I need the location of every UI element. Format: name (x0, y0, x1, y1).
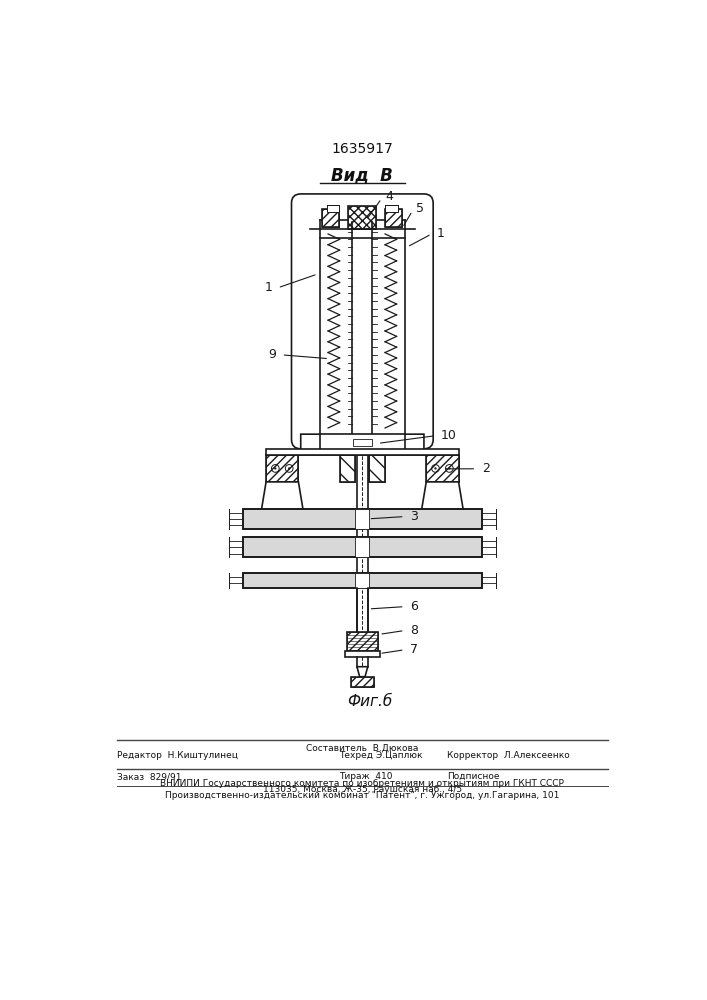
Text: 6: 6 (410, 600, 418, 613)
Text: Вид  В: Вид В (332, 166, 393, 184)
Bar (320, 434, 404, 451)
Text: Корректор  Л.Алексеенко: Корректор Л.Алексеенко (447, 751, 570, 760)
Polygon shape (374, 434, 424, 451)
Polygon shape (260, 482, 305, 519)
Bar (356, 509, 369, 529)
Bar (426, 455, 459, 482)
Text: 9: 9 (268, 348, 276, 361)
Polygon shape (357, 667, 368, 677)
Bar (385, 209, 402, 227)
Bar (243, 537, 481, 557)
Bar (351, 677, 374, 687)
Text: 4: 4 (385, 190, 393, 204)
Text: Редактор  Н.Киштулинец: Редактор Н.Киштулинец (117, 751, 238, 760)
Bar (243, 573, 481, 588)
Bar (369, 455, 385, 482)
FancyBboxPatch shape (291, 194, 433, 449)
Text: 1: 1 (265, 281, 273, 294)
Text: 2: 2 (481, 462, 489, 475)
Circle shape (288, 467, 291, 470)
Polygon shape (420, 482, 464, 519)
Bar (385, 209, 402, 227)
Bar (266, 455, 298, 482)
Polygon shape (300, 434, 351, 451)
Bar (266, 449, 459, 455)
Bar (347, 632, 378, 651)
Text: 8: 8 (410, 624, 418, 637)
Bar (356, 537, 369, 557)
Text: 5: 5 (416, 202, 424, 215)
Bar (344, 651, 380, 657)
Bar (322, 209, 339, 227)
Bar (340, 455, 356, 482)
Circle shape (274, 467, 276, 470)
Bar (349, 206, 376, 229)
Text: 1: 1 (436, 227, 444, 240)
Bar (243, 509, 481, 529)
Bar (356, 573, 369, 588)
Bar (243, 509, 481, 529)
Bar (243, 573, 481, 588)
Text: Тираж  410: Тираж 410 (339, 772, 392, 781)
Circle shape (448, 467, 450, 470)
Text: 7: 7 (410, 643, 418, 656)
Bar (322, 209, 339, 227)
Text: Составитель  В.Дюкова: Составитель В.Дюкова (306, 744, 419, 753)
Text: 113035, Москва, Ж-35, Раушская наб., 4/5: 113035, Москва, Ж-35, Раушская наб., 4/5 (263, 785, 462, 794)
Text: 1635917: 1635917 (332, 142, 393, 156)
Bar (266, 455, 298, 482)
Text: Фиг.б: Фиг.б (347, 694, 392, 709)
Bar (353, 439, 372, 446)
Bar (369, 455, 385, 482)
Circle shape (434, 467, 437, 470)
Text: ВНИИПИ Государственного комитета по изобретениям и открытиям при ГКНТ СССР: ВНИИПИ Государственного комитета по изоб… (160, 779, 564, 788)
Bar (426, 455, 459, 482)
Text: Производственно-издательский комбинат "Патент", г. Ужгород, ул.Гагарина, 101: Производственно-издательский комбинат "П… (165, 791, 559, 800)
Text: Заказ  829/91: Заказ 829/91 (117, 772, 182, 781)
Bar (349, 206, 376, 229)
Bar (327, 205, 339, 212)
Text: Техред Э.Цаплюк: Техред Э.Цаплюк (339, 751, 423, 760)
Bar (351, 677, 374, 687)
Text: 10: 10 (441, 429, 457, 442)
Bar (347, 632, 378, 651)
Bar (385, 205, 398, 212)
Text: 3: 3 (410, 510, 418, 523)
Bar (340, 455, 356, 482)
Text: Подписное: Подписное (447, 772, 500, 781)
Bar (243, 537, 481, 557)
